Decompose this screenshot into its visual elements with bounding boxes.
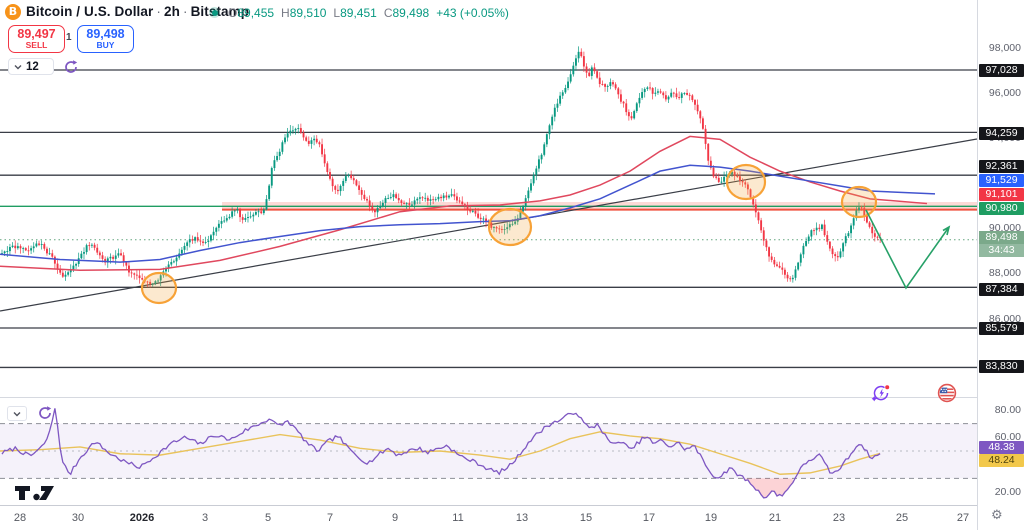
price-level-badge: 87,384 (979, 282, 1024, 296)
close-value: 89,498 (392, 6, 430, 20)
price-level-badge: 90,980 (979, 201, 1024, 215)
high-value: 89,510 (289, 6, 327, 20)
interval-label[interactable]: 2h (163, 4, 180, 19)
rsi-tick-label: 80.00 (994, 404, 1021, 416)
time-axis-label: 23 (832, 512, 846, 524)
current-price-value: 89,498 (979, 231, 1024, 244)
candles-count-dropdown[interactable]: 12 (8, 58, 54, 75)
buy-price: 89,498 (86, 27, 125, 41)
gear-icon[interactable]: ⚙ (991, 508, 1003, 523)
time-axis-label: 17 (642, 512, 656, 524)
time-axis-label: 2026 (129, 512, 155, 524)
candles-count-value: 12 (26, 60, 39, 73)
projection-arrow[interactable] (865, 209, 950, 290)
time-axis-label: 19 (704, 512, 718, 524)
chevron-down-icon (14, 64, 22, 69)
rsi-line[interactable] (1, 408, 881, 499)
time-axis-label: 15 (579, 512, 593, 524)
fast-ma-line[interactable] (0, 164, 936, 263)
separator-dot: · (182, 4, 188, 19)
time-axis-label: 9 (391, 512, 399, 524)
rsi-tick-label: 60.00 (994, 431, 1021, 444)
price-level-badge: 94,259 (979, 126, 1024, 140)
us-flag-event-icon[interactable] (937, 383, 957, 403)
time-axis-label: 28 (13, 512, 27, 524)
time-axis-label: 3 (201, 512, 209, 524)
price-tick-label: 88,000 (988, 267, 1021, 280)
sell-price: 89,497 (17, 27, 56, 41)
rsi-tick-label: 20.00 (994, 486, 1021, 499)
low-label: L (333, 6, 341, 20)
price-level-badge: 97,028 (979, 63, 1024, 77)
price-axis[interactable]: 98,00096,00094,00090,00088,00086,00084,0… (977, 0, 1024, 530)
time-axis-label: 11 (452, 512, 464, 524)
close-label: C (383, 6, 393, 20)
slow-ma-line[interactable] (0, 135, 928, 272)
chevron-down-icon (13, 411, 21, 416)
projection-arrow-head (942, 225, 951, 236)
high-label: H (281, 6, 290, 20)
sell-button[interactable]: 89,497 SELL (8, 25, 65, 53)
spread-value: 1 (66, 32, 72, 43)
buy-label: BUY (96, 40, 115, 50)
current-price-badge: 89,498 34:43 (979, 231, 1024, 257)
rsi-band-fill (0, 423, 977, 479)
bitcoin-icon: B (5, 4, 21, 20)
time-axis-label: 25 (895, 512, 909, 524)
symbol-name: Bitcoin / U.S. Dollar (26, 4, 154, 19)
price-level-badge: 92,361 (979, 159, 1024, 173)
time-axis[interactable]: 28 30 2026 3 5 7 9 11 13 15 17 19 21 23 25 27 (0, 506, 977, 530)
price-tick-label: 98,000 (988, 42, 1021, 55)
low-value: 89,451 (340, 6, 377, 20)
rsi-oversold-fill (745, 478, 793, 498)
rsi-refresh-icon[interactable] (37, 405, 53, 421)
boost-events-icon[interactable] (871, 383, 891, 403)
sell-label: SELL (25, 40, 48, 50)
bar-countdown: 34:43 (979, 244, 1024, 257)
price-level-badge: 83,830 (979, 359, 1024, 373)
change-value: +43 (+0.05%) (436, 6, 509, 20)
time-axis-label: 27 (956, 512, 970, 524)
exchange-label: Bitstamp (190, 4, 250, 19)
open-label: O (228, 6, 238, 20)
rsi-collapse-dropdown[interactable] (7, 406, 27, 421)
symbol-title[interactable]: Bitcoin / U.S. Dollar · 2h · Bitstamp (26, 4, 249, 19)
chart-plot-area (0, 46, 977, 499)
highlight-circle[interactable] (487, 207, 533, 247)
ohlc-readout: O89,455 H89,510 L89,451 C89,498 +43 (+0.… (228, 6, 509, 20)
open-value: 89,455 (237, 6, 275, 20)
price-level-badge: 91,101 (979, 187, 1024, 201)
time-axis-label: 21 (768, 512, 782, 524)
refresh-icon[interactable] (63, 59, 79, 75)
time-axis-label: 7 (326, 512, 334, 524)
separator-dot: · (156, 4, 161, 19)
time-axis-label: 30 (71, 512, 85, 524)
candles (1, 46, 882, 288)
rsi-value-badge: 48.24 (979, 453, 1024, 467)
price-level-badge: 91,529 (979, 173, 1024, 187)
market-status-icon[interactable] (209, 7, 220, 18)
price-level-badge: 85,579 (979, 321, 1024, 335)
highlight-circle[interactable] (725, 163, 767, 201)
tradingview-logo-icon[interactable] (14, 485, 70, 501)
rsi-value-badge: 48.38 (979, 440, 1024, 454)
buy-button[interactable]: 89,498 BUY (77, 25, 134, 53)
time-axis-label: 5 (264, 512, 272, 524)
time-axis-label: 13 (515, 512, 529, 524)
rsi-ma-line[interactable] (0, 431, 881, 475)
highlight-circle[interactable] (140, 271, 178, 305)
highlight-circle[interactable] (840, 185, 878, 219)
price-tick-label: 96,000 (988, 87, 1021, 100)
